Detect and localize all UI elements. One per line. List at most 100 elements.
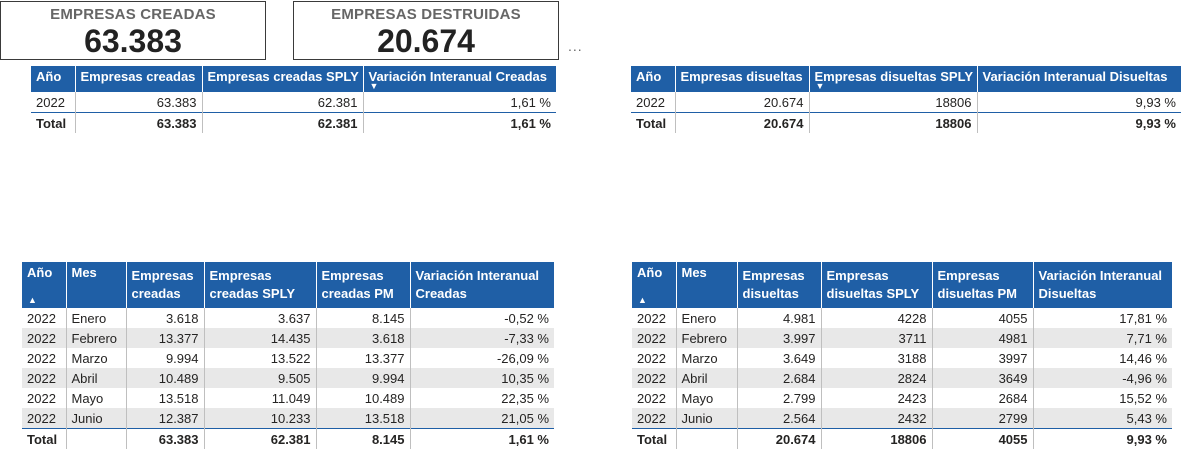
column-header-empresas-disueltas[interactable]: Empresas disueltas [675,66,810,92]
column-header-mes[interactable]: Mes [66,262,127,308]
kpi-card-destruidas[interactable]: EMPRESAS DESTRUIDAS 20.674 [293,1,559,60]
cell-ano: 2022 [631,92,676,113]
kpi-title: EMPRESAS CREADAS [50,6,216,23]
table-row[interactable]: 2022 Abril 10.489 9.505 9.994 10,35 % [22,368,554,388]
column-header-label: Variación Interanual Creadas [368,69,547,84]
column-header-empresas-disueltas-pm[interactable]: Empresas disueltas PM [932,262,1034,308]
cell-empresas: 13.518 [126,388,205,408]
table-row[interactable]: 2022 Enero 4.981 4228 4055 17,81 % [632,308,1172,328]
cell-total-variacion: 1,61 % [363,112,556,133]
column-header-ano[interactable]: Año ▲ [22,262,67,308]
column-header-empresas-creadas-sply[interactable]: Empresas creadas SPLY [204,262,317,308]
column-header-empresas-creadas[interactable]: Empresas creadas [126,262,205,308]
column-header-variacion-interanual-disueltas[interactable]: Variación Interanual Disueltas [1033,262,1172,308]
cell-sply: 11.049 [204,388,317,408]
cell-total-mes [66,428,127,449]
table-row[interactable]: 2022 Junio 2.564 2432 2799 5,43 % [632,408,1172,429]
cell-total-pm: 8.145 [316,428,411,449]
cell-total-variacion: 1,61 % [410,428,554,449]
column-header-variacion-interanual-creadas[interactable]: Variación Interanual Creadas ▼ [363,66,556,92]
cell-pm: 3649 [932,368,1034,388]
column-header-ano[interactable]: Año [631,66,676,92]
table-disueltas-anual[interactable]: Año Empresas disueltas Empresas disuelta… [631,66,1181,133]
column-header-empresas-disueltas[interactable]: Empresas disueltas [737,262,822,308]
cell-ano: 2022 [632,328,677,348]
cell-mes: Abril [66,368,127,388]
cell-variacion: -0,52 % [504,310,549,326]
cell-mes: Marzo [66,348,127,368]
table-row[interactable]: 2022 Enero 3.618 3.637 8.145 -0,52 % [22,308,554,328]
cell-empresas: 3.997 [737,328,822,348]
cell-mes: Febrero [66,328,127,348]
cell-variacion: -26,09 % [496,350,549,366]
column-header-empresas-creadas-pm[interactable]: Empresas creadas PM [316,262,411,308]
kpi-value: 63.383 [84,23,182,59]
cell-empresas: 3.649 [737,348,822,368]
cell-sply: 2432 [821,408,933,429]
table-row[interactable]: 2022 63.383 62.381 1,61 % [31,92,556,113]
table-row[interactable]: 2022 20.674 18806 9,93 % [631,92,1181,113]
column-header-label: Año [27,265,53,280]
column-header-variacion-interanual-creadas[interactable]: Variación Interanual Creadas [410,262,554,308]
cell-empresas: 2.684 [737,368,822,388]
column-header-ano[interactable]: Año [31,66,76,92]
cell-mes: Febrero [676,328,738,348]
more-options-icon[interactable]: ... [568,38,583,54]
column-header-label: Año [637,265,663,280]
cell-total-creadas: 63.383 [75,112,203,133]
cell-mes: Marzo [676,348,738,368]
cell-ano: 2022 [632,308,677,328]
cell-pm: 13.518 [316,408,411,429]
cell-pm: 3.618 [316,328,411,348]
table-row[interactable]: 2022 Febrero 3.997 3711 4981 7,71 % [632,328,1172,348]
cell-total-label: Total [632,428,677,449]
kpi-card-creadas[interactable]: EMPRESAS CREADAS 63.383 [0,1,266,60]
column-header-empresas-creadas[interactable]: Empresas creadas [75,66,203,92]
cell-mes: Junio [66,408,127,429]
cell-ano: 2022 [22,308,67,328]
column-header-ano[interactable]: Año ▲ [632,262,677,308]
table-row[interactable]: 2022 Mayo 2.799 2423 2684 15,52 % [632,388,1172,408]
cell-mes: Enero [66,308,127,328]
cell-empresas: 3.618 [126,308,205,328]
table-row[interactable]: 2022 Febrero 13.377 14.435 3.618 -7,33 % [22,328,554,348]
table-row[interactable]: 2022 Mayo 13.518 11.049 10.489 22,35 % [22,388,554,408]
cell-pm: 3997 [932,348,1034,368]
column-header-empresas-disueltas-sply[interactable]: Empresas disueltas SPLY ▼ [809,66,978,92]
cell-ano: 2022 [22,368,67,388]
cell-total-disueltas: 20.674 [675,112,810,133]
cell-variacion: 22,35 % [501,390,549,406]
cell-sply: 4228 [821,308,933,328]
cell-variacion: 17,81 % [1119,310,1167,326]
cell-variacion: 9,93 % [1135,94,1176,110]
cell-empresas: 9.994 [126,348,205,368]
kpi-value: 20.674 [377,23,475,59]
cell-pm: 2684 [932,388,1034,408]
cell-total-empresas: 20.674 [737,428,822,449]
cell-sply: 10.233 [204,408,317,429]
cell-empresas-creadas-sply: 62.381 [202,92,364,113]
table-row[interactable]: 2022 Marzo 3.649 3188 3997 14,46 % [632,348,1172,368]
table-disueltas-mensual[interactable]: Año ▲ Mes Empresas disueltas Empresas dis… [632,262,1172,449]
cell-variacion: 10,35 % [410,368,554,388]
sort-ascending-icon: ▲ [28,295,37,305]
table-row[interactable]: 2022 Marzo 9.994 13.522 13.377 -26,09 % [22,348,554,368]
column-header-label: Empresas disueltas SPLY [814,69,974,84]
cell-ano: 2022 [632,388,677,408]
cell-total-sply: 62.381 [204,428,317,449]
table-creadas-mensual[interactable]: Año ▲ Mes Empresas creadas Empresas cread… [22,262,554,449]
column-header-variacion-interanual-disueltas[interactable]: Variación Interanual Disueltas [977,66,1181,92]
column-header-empresas-creadas-sply[interactable]: Empresas creadas SPLY [202,66,364,92]
total-row: Total 63.383 62.381 1,61 % [31,112,556,133]
cell-total-label: Total [22,428,67,449]
cell-variacion: 21,05 % [410,408,554,429]
cell-variacion: 15,52 % [1119,390,1167,406]
table-row[interactable]: 2022 Abril 2.684 2824 3649 -4,96 % [632,368,1172,388]
table-creadas-anual[interactable]: Año Empresas creadas Empresas creadas SP… [31,66,556,133]
cell-mes: Junio [676,408,738,429]
cell-variacion: -4,96 % [1033,368,1172,388]
column-header-mes[interactable]: Mes [676,262,738,308]
column-header-empresas-disueltas-sply[interactable]: Empresas disueltas SPLY [821,262,933,308]
table-row[interactable]: 2022 Junio 12.387 10.233 13.518 21,05 % [22,408,554,429]
kpi-title: EMPRESAS DESTRUIDAS [331,6,521,23]
